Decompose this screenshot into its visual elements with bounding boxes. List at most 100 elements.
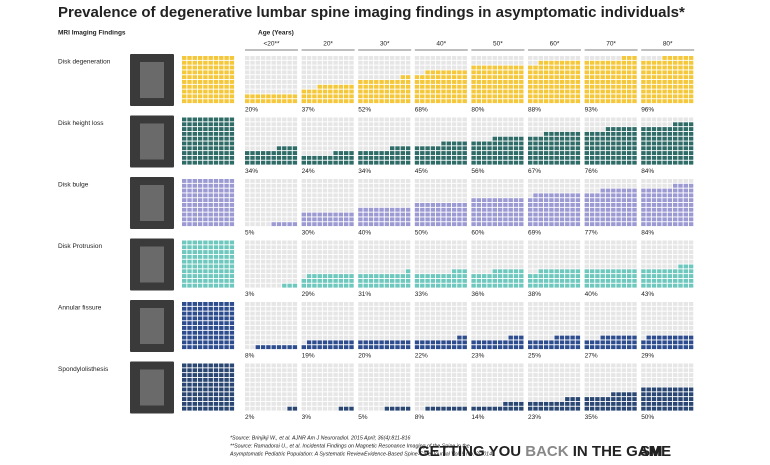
cell xyxy=(322,250,328,254)
cell xyxy=(565,193,570,198)
cell xyxy=(513,203,519,207)
cell xyxy=(301,75,306,80)
cell xyxy=(575,155,581,160)
cell xyxy=(255,127,260,131)
cell xyxy=(688,302,694,306)
cell xyxy=(559,203,565,207)
cell xyxy=(688,274,694,278)
cell xyxy=(528,274,533,278)
cell xyxy=(513,240,519,245)
cell xyxy=(673,131,678,136)
cell xyxy=(287,136,292,141)
cell xyxy=(441,99,446,104)
cell xyxy=(400,56,405,60)
cell xyxy=(245,321,250,326)
cell xyxy=(600,160,605,165)
cell xyxy=(492,84,497,89)
cell xyxy=(430,245,436,250)
cell xyxy=(384,311,390,316)
cell xyxy=(627,306,632,311)
cell xyxy=(333,65,338,70)
cell xyxy=(482,80,487,84)
cell xyxy=(306,259,312,264)
cell xyxy=(363,250,368,254)
cell xyxy=(219,401,224,406)
cell xyxy=(575,65,581,70)
cell xyxy=(595,183,600,188)
cell xyxy=(219,80,224,84)
cell xyxy=(584,188,589,193)
cell xyxy=(250,316,255,321)
cell xyxy=(420,89,425,94)
cell xyxy=(688,264,694,269)
cell xyxy=(260,335,266,340)
cell xyxy=(203,89,208,94)
cell xyxy=(482,212,487,217)
cell xyxy=(425,283,430,288)
cell xyxy=(611,155,616,160)
cell xyxy=(565,179,570,183)
cell xyxy=(245,382,250,387)
cell xyxy=(462,283,467,288)
cell xyxy=(600,302,605,306)
cell xyxy=(203,179,208,183)
cell xyxy=(328,94,333,99)
cell xyxy=(400,269,405,274)
cell xyxy=(400,306,405,311)
cell xyxy=(276,89,282,94)
cell xyxy=(182,75,187,80)
cell xyxy=(344,406,349,411)
cell xyxy=(224,335,229,340)
cell xyxy=(688,335,694,340)
cell xyxy=(487,222,492,227)
cell xyxy=(338,240,344,245)
cell xyxy=(420,316,425,321)
cell xyxy=(657,155,662,160)
cell xyxy=(414,84,420,89)
cell xyxy=(503,274,508,278)
cell xyxy=(559,306,565,311)
cell xyxy=(245,397,250,401)
cell xyxy=(600,193,605,198)
cell xyxy=(457,179,462,183)
cell xyxy=(368,250,374,254)
cell xyxy=(497,99,503,104)
cell xyxy=(213,183,219,188)
cell xyxy=(462,65,467,70)
cell xyxy=(208,117,213,122)
cell xyxy=(219,56,224,60)
cell xyxy=(255,160,260,165)
cell xyxy=(570,207,575,212)
cell xyxy=(462,302,467,306)
cell xyxy=(482,183,487,188)
cell xyxy=(559,245,565,250)
cell xyxy=(219,326,224,330)
cell xyxy=(462,179,467,183)
cell xyxy=(605,75,611,80)
cell xyxy=(379,397,384,401)
cell xyxy=(611,198,616,203)
cell xyxy=(595,335,600,340)
cell xyxy=(414,75,420,80)
cell xyxy=(584,84,589,89)
cell xyxy=(436,245,441,250)
cell xyxy=(197,131,203,136)
cell xyxy=(292,222,298,227)
cell xyxy=(584,70,589,75)
cell xyxy=(528,122,533,127)
cell xyxy=(492,136,497,141)
cell xyxy=(673,160,678,165)
cell xyxy=(554,60,559,65)
cell xyxy=(333,131,338,136)
cell xyxy=(287,401,292,406)
cell xyxy=(430,311,436,316)
cell xyxy=(570,240,575,245)
cell xyxy=(390,316,395,321)
cell xyxy=(363,387,368,392)
cell xyxy=(543,335,549,340)
cell xyxy=(667,269,673,274)
cell xyxy=(673,56,678,60)
cell xyxy=(374,198,379,203)
cell xyxy=(632,264,637,269)
cell xyxy=(250,160,255,165)
